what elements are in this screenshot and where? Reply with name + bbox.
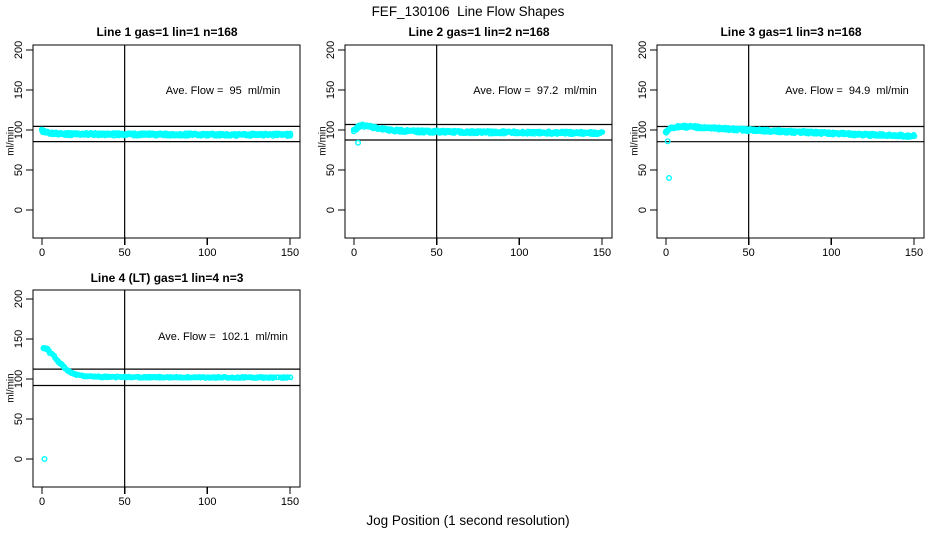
- panel-3-title: Line 3 gas=1 lin=3 n=168: [720, 25, 862, 39]
- y-tick-label: 100: [637, 121, 649, 139]
- x-tick-label: 50: [431, 247, 443, 259]
- plot-frame: [32, 44, 301, 239]
- x-tick-label: 100: [198, 247, 216, 259]
- panel-3-y-axis-label: ml/min: [629, 126, 641, 156]
- panel-1-ave-flow-annotation: Ave. Flow = 95 ml/min: [165, 85, 281, 97]
- x-tick-label: 150: [593, 247, 611, 259]
- y-tick-label: 200: [13, 41, 25, 59]
- y-tick-label: 150: [13, 330, 25, 348]
- y-tick-label: 100: [13, 121, 25, 139]
- data-points: [40, 344, 294, 381]
- y-tick-label: 50: [13, 413, 25, 425]
- y-tick-label: 150: [637, 81, 649, 99]
- data-point: [285, 374, 291, 380]
- x-tick-label: 0: [351, 247, 357, 259]
- panel-1-title: Line 1 gas=1 lin=1 n=168: [96, 25, 238, 39]
- y-tick-label: 100: [13, 370, 25, 388]
- panel-3-ave-flow-annotation: Ave. Flow = 94.9 ml/min: [785, 85, 909, 97]
- x-tick-label: 50: [119, 247, 131, 259]
- data-point: [39, 128, 45, 135]
- panel-2-title: Line 2 gas=1 lin=2 n=168: [408, 25, 550, 39]
- data-point: [599, 129, 606, 135]
- panel-4-title: Line 4 (LT) gas=1 lin=4 n=3: [90, 271, 244, 285]
- y-tick-label: 200: [325, 41, 337, 59]
- plot-frame: [656, 44, 925, 239]
- y-tick-label: 200: [13, 290, 25, 308]
- panel-4-y-axis-label: ml/min: [5, 373, 17, 403]
- data-point: [287, 130, 294, 137]
- data-point: [287, 133, 293, 139]
- x-tick-label: 100: [198, 496, 216, 508]
- outlier-data-point: [41, 456, 48, 463]
- y-tick-label: 0: [325, 207, 337, 213]
- x-tick-label: 50: [743, 247, 755, 259]
- data-point: [40, 345, 47, 351]
- y-tick-label: 0: [637, 207, 649, 213]
- outlier-data-point: [355, 139, 362, 146]
- y-tick-label: 150: [325, 81, 337, 99]
- panel-4-ave-flow-annotation: Ave. Flow = 102.1 ml/min: [158, 331, 288, 343]
- y-tick-label: 0: [13, 207, 25, 213]
- x-tick-label: 150: [281, 496, 299, 508]
- main-title: FEF_130106 Line Flow Shapes: [371, 4, 565, 19]
- panel-2: 0 50 100 150 0 50 100 150 200: [325, 41, 613, 259]
- plot-frame: [344, 44, 613, 239]
- y-tick-label: 150: [13, 81, 25, 99]
- y-tick-label: 0: [13, 456, 25, 462]
- x-tick-label: 100: [510, 247, 528, 259]
- data-points: [662, 122, 918, 140]
- x-tick-label: 100: [822, 247, 840, 259]
- y-tick-label: 100: [325, 121, 337, 139]
- y-tick-label: 50: [325, 164, 337, 176]
- panel-2-y-axis-label: ml/min: [317, 126, 329, 156]
- x-tick-label: 0: [663, 247, 669, 259]
- panel-3: 0 50 100 150 0 50 100 150 200: [637, 41, 925, 259]
- outlier-data-point: [664, 138, 671, 145]
- data-point: [910, 132, 917, 138]
- data-point: [51, 352, 58, 359]
- x-tick-label: 0: [39, 247, 45, 259]
- panel-1: 0 50 100 150 0 50 100 150 200: [13, 41, 301, 259]
- data-point: [287, 374, 294, 381]
- y-tick-label: 50: [637, 164, 649, 176]
- y-tick-label: 50: [13, 164, 25, 176]
- x-tick-label: 0: [39, 496, 45, 508]
- panel-2-ave-flow-annotation: Ave. Flow = 97.2 ml/min: [473, 85, 597, 97]
- outlier-data-point: [666, 174, 673, 181]
- x-tick-label: 50: [119, 496, 131, 508]
- data-points: [38, 126, 294, 139]
- x-axis-label: Jog Position (1 second resolution): [366, 513, 570, 528]
- x-tick-label: 150: [281, 247, 299, 259]
- data-points: [350, 121, 606, 138]
- y-tick-label: 200: [637, 41, 649, 59]
- data-point: [46, 350, 53, 356]
- panel-4: 0 50 100 150 0 50 100 150 200: [13, 289, 301, 508]
- panel-1-y-axis-label: ml/min: [5, 126, 17, 156]
- x-tick-label: 150: [905, 247, 923, 259]
- plot-frame: [32, 289, 301, 488]
